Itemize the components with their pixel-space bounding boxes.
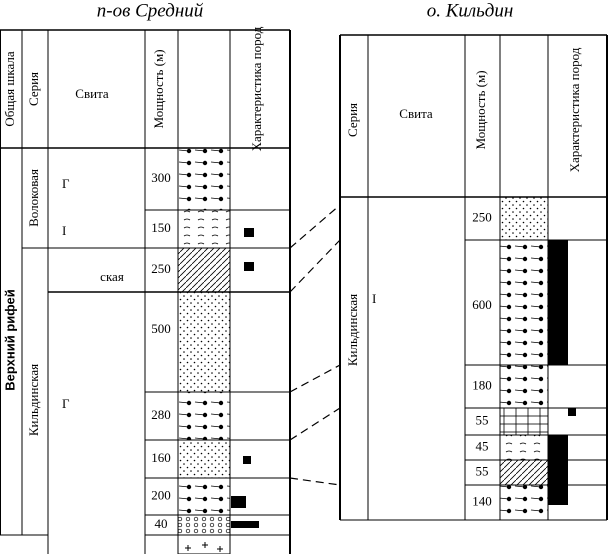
lithology	[499, 196, 549, 241]
thickness: 280	[151, 407, 171, 422]
thickness: 160	[151, 450, 171, 465]
rotated-label: Мощность (м)	[473, 70, 488, 149]
rotated-label: Характеристика пород	[567, 47, 582, 172]
black-marker	[568, 408, 576, 416]
lithology	[177, 247, 231, 293]
black-marker	[244, 228, 254, 237]
lithology	[177, 514, 231, 536]
rule	[289, 477, 341, 486]
thickness: 600	[472, 297, 492, 312]
lithology	[177, 439, 231, 479]
lithology	[177, 477, 231, 516]
lithology	[499, 364, 549, 409]
formation-text: І	[372, 291, 376, 306]
lithology	[177, 209, 231, 249]
rotated-label: Кильдинская	[345, 294, 360, 366]
thickness: 180	[472, 377, 492, 392]
black-marker	[548, 240, 568, 340]
granite-cross	[202, 542, 208, 548]
thickness: 55	[476, 412, 489, 427]
rotated-label: Общая шкала	[2, 51, 17, 127]
rotated-label: Серия	[26, 72, 41, 106]
rotated-label: Кильдинская	[26, 364, 41, 436]
formation-text: Г	[62, 176, 70, 191]
lithology	[177, 391, 231, 441]
thickness: 250	[472, 209, 492, 224]
lithology	[177, 147, 231, 211]
rotated-label: Волоковая	[26, 169, 41, 227]
thickness: 55	[476, 463, 489, 478]
rule	[289, 204, 341, 249]
lithology	[499, 459, 549, 486]
header: Свита	[75, 86, 109, 101]
rule	[289, 407, 341, 441]
rule	[289, 364, 341, 393]
formation-text: І	[62, 223, 66, 238]
granite-cross	[217, 546, 223, 552]
formation-text: Г	[62, 396, 70, 411]
rotated-label: Серия	[345, 103, 360, 137]
black-marker	[231, 496, 246, 508]
thickness: 250	[151, 261, 171, 276]
header: Свита	[399, 106, 433, 121]
black-marker	[548, 340, 568, 365]
lithology	[499, 407, 549, 436]
thickness: 40	[155, 516, 168, 531]
lithology	[499, 484, 549, 521]
rotated-label: Мощность (м)	[151, 49, 166, 128]
rotated-label: Характеристика пород	[249, 26, 264, 151]
black-marker	[243, 456, 251, 464]
rule	[289, 239, 341, 293]
thickness: 150	[151, 220, 171, 235]
thickness: 45	[476, 438, 489, 453]
thickness: 200	[151, 487, 171, 502]
formation-text: ская	[100, 269, 124, 284]
thickness: 500	[151, 321, 171, 336]
black-marker	[231, 521, 259, 528]
black-marker	[548, 435, 568, 505]
lithology	[177, 291, 231, 393]
rotated-label: Верхний рифей	[2, 289, 17, 390]
thickness: 140	[472, 493, 492, 508]
lithology	[499, 434, 549, 461]
black-marker	[244, 262, 254, 271]
granite-cross	[185, 545, 191, 551]
title: п-ов Средний	[97, 0, 204, 21]
title: о. Кильдин	[427, 0, 514, 21]
lithology	[499, 239, 549, 366]
thickness: 300	[151, 170, 171, 185]
